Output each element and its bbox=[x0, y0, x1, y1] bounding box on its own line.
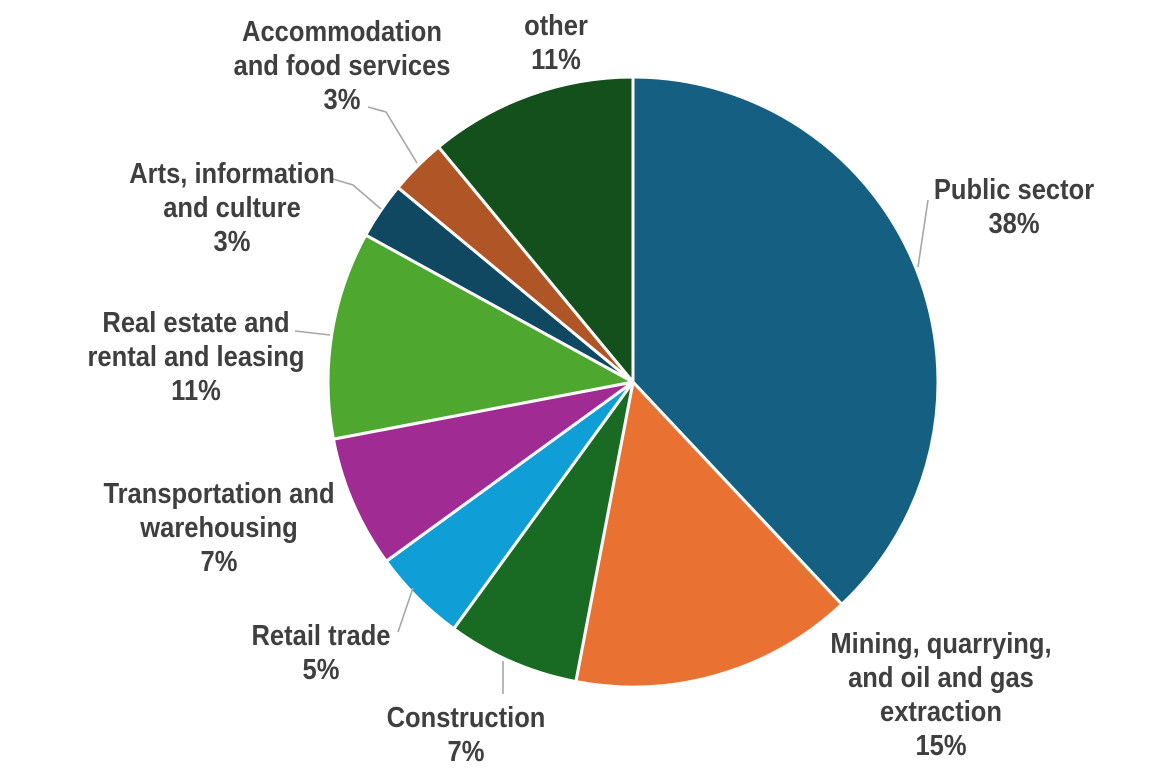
slice-label-line: extraction bbox=[880, 696, 1002, 728]
leader-line-real-estate-rental-leasing bbox=[294, 330, 331, 336]
slice-label-mining-quarrying-oil-gas: Mining, quarrying, and oil and gas extract… bbox=[830, 627, 1051, 763]
pie-slice-public-sector bbox=[631, 75, 940, 606]
slice-label-line: 38% bbox=[988, 208, 1040, 240]
slice-label-line: Public sector bbox=[933, 174, 1095, 206]
slice-label-line: Transportation and bbox=[103, 478, 335, 510]
pie-slice-real-estate-rental-leasing bbox=[326, 233, 635, 441]
slice-label-line: and food services bbox=[233, 50, 451, 82]
slice-label-line: Accommodation bbox=[242, 16, 442, 48]
slice-label-line: other bbox=[524, 10, 588, 42]
slice-label-line: 3% bbox=[213, 226, 251, 258]
slice-label-line: 7% bbox=[447, 736, 485, 768]
slice-label-accommodation-food-services: Accommodation and food services 3% bbox=[233, 15, 450, 117]
slice-label-transportation-warehousing: Transportation and warehousing 7% bbox=[103, 477, 334, 579]
slice-label-line: warehousing bbox=[140, 512, 298, 544]
slice-label-line: and oil and gas bbox=[848, 662, 1034, 694]
slice-label-line: 11% bbox=[531, 44, 581, 76]
leader-line-arts-information-culture bbox=[332, 178, 382, 210]
slice-label-retail-trade: Retail trade 5% bbox=[252, 619, 391, 687]
slice-label-public-sector: Public sector 38% bbox=[934, 173, 1094, 241]
slice-label-line: rental and leasing bbox=[87, 341, 305, 373]
leader-line-accommodation-food-services bbox=[367, 106, 418, 164]
pie-slice-other bbox=[437, 75, 635, 384]
slice-label-real-estate-rental-leasing: Real estate and rental and leasing 11% bbox=[88, 306, 305, 408]
slice-label-line: and culture bbox=[163, 192, 301, 224]
slice-label-line: Real estate and bbox=[102, 307, 290, 339]
slice-label-line: 3% bbox=[323, 84, 361, 116]
slice-label-line: 11% bbox=[171, 375, 221, 407]
pie-slice-mining-quarrying-oil-gas bbox=[574, 380, 844, 689]
slice-label-other: other 11% bbox=[524, 9, 588, 77]
leader-line-retail-trade bbox=[397, 587, 414, 633]
slice-label-line: Construction bbox=[386, 702, 546, 734]
slice-label-line: Mining, quarrying, bbox=[830, 628, 1052, 660]
slice-label-construction: Construction 7% bbox=[387, 701, 546, 769]
slice-label-line: Arts, information bbox=[129, 158, 335, 190]
leader-line-public-sector bbox=[917, 199, 929, 268]
slice-label-line: 15% bbox=[915, 730, 967, 762]
slice-label-line: Retail trade bbox=[251, 620, 391, 652]
slice-label-line: 5% bbox=[302, 654, 340, 686]
pie-slice-transportation-warehousing bbox=[331, 380, 635, 563]
slice-label-arts-information-culture: Arts, information and culture 3% bbox=[129, 157, 335, 259]
slice-label-line: 7% bbox=[200, 546, 238, 578]
pie-slice-construction bbox=[452, 380, 635, 684]
